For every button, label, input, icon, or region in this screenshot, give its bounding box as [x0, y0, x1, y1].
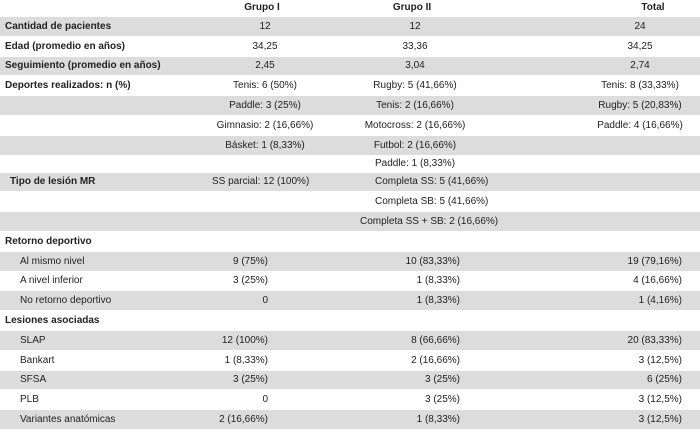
- table-row: SFSA 3 (25%) 3 (25%) 6 (25%): [0, 369, 700, 390]
- cell-value: 12: [409, 20, 421, 32]
- column-header: Total: [641, 2, 665, 13]
- cell-value: Básket: 1 (8,33%): [225, 139, 305, 151]
- cell-value: 3 (25%): [424, 374, 460, 386]
- row-label: Lesiones asociadas: [5, 315, 100, 327]
- cell-value: Paddle: 4 (16,66%): [597, 119, 683, 131]
- table-row: No retorno deportivo 0 1 (8,33%) 1 (4,16%): [0, 290, 700, 311]
- table-row: Básket: 1 (8,33%) Futbol: 2 (16,66%): [0, 134, 700, 155]
- cell-value: Futbol: 2 (16,66%): [373, 139, 457, 151]
- cell-value: 8 (66,66%): [411, 334, 460, 346]
- cell-value: Gimnasio: 2 (16,66%): [216, 119, 314, 131]
- table-row: PLB 0 3 (25%) 3 (12,5%): [0, 389, 700, 410]
- cell-value: Completa SB: 5 (41,66%): [375, 196, 489, 208]
- cell-value: 24: [634, 20, 646, 32]
- row-label: Retorno deportivo: [5, 235, 92, 247]
- table-row: Cantidad de pacientes 12 12 24: [0, 16, 700, 36]
- cell-value: 1 (8,33%): [224, 354, 268, 366]
- cell-value: 12 (100%): [221, 334, 268, 346]
- row-label: SFSA: [20, 374, 47, 386]
- row-label: No retorno deportivo: [20, 295, 112, 307]
- column-header: Grupo II: [392, 2, 432, 13]
- row-label: Edad (promedio en años): [5, 40, 126, 52]
- table-row: Paddle: 3 (25%) Tenis: 2 (16,66%) Rugby: 5…: [0, 95, 700, 115]
- cell-value: Rugby: 5 (20,83%): [598, 100, 682, 112]
- cell-value: 33,36: [402, 40, 428, 52]
- cell-value: 6 (25%): [646, 374, 682, 386]
- cell-value: 0: [262, 295, 268, 307]
- header-row: Grupo I Grupo II Total: [0, 0, 700, 16]
- cell-value: 3 (25%): [424, 394, 460, 406]
- cell-value: 3 (12,5%): [638, 414, 682, 426]
- table-row: Deportes realizados: n (%) Tenis: 6 (50%)…: [0, 75, 700, 96]
- row-label: Bankart: [20, 354, 55, 366]
- cell-value: 3 (25%): [232, 275, 268, 287]
- cell-value: 3 (25%): [232, 374, 268, 386]
- cell-value: 34,25: [252, 40, 278, 52]
- row-label: A nivel inferior: [20, 275, 83, 287]
- row-label: Deportes realizados: n (%): [5, 80, 131, 92]
- cell-value: 12: [259, 20, 271, 32]
- cell-value: Paddle: 3 (25%): [229, 100, 301, 112]
- cell-value: SS parcial: 12 (100%): [212, 176, 310, 188]
- table-row: SLAP 12 (100%) 8 (66,66%) 20 (83,33%): [0, 330, 700, 350]
- table-row: Paddle: 1 (8,33%): [0, 154, 700, 172]
- cell-value: 9 (75%): [232, 255, 268, 267]
- table-row: Retorno deportivo: [0, 231, 700, 251]
- cell-value: 3,04: [405, 60, 425, 72]
- column-header: Grupo I: [244, 2, 280, 13]
- table-row: Lesiones asociadas: [0, 310, 700, 330]
- table-row: Completa SB: 5 (41,66%): [0, 191, 700, 212]
- cell-value: 2,74: [630, 60, 650, 72]
- row-label: Cantidad de pacientes: [5, 20, 112, 32]
- row-label: Al mismo nivel: [20, 255, 85, 267]
- cell-value: 34,25: [627, 40, 653, 52]
- cell-value: 2,45: [255, 60, 275, 72]
- row-label: Seguimiento (promedio en años): [5, 60, 161, 72]
- row-label: Variantes anatómicas: [20, 414, 116, 426]
- cell-value: 4 (16,66%): [633, 275, 682, 287]
- cell-value: Completa SS: 5 (41,66%): [375, 176, 489, 188]
- row-label: SLAP: [20, 334, 46, 346]
- cell-value: 20 (83,33%): [627, 334, 682, 346]
- cell-value: 1 (8,33%): [416, 275, 460, 287]
- row-label: Tipo de lesión MR: [10, 176, 96, 188]
- table-row: A nivel inferior 3 (25%) 1 (8,33%) 4 (16,66…: [0, 270, 700, 291]
- cell-value: 2 (16,66%): [219, 414, 268, 426]
- cell-value: 2 (16,66%): [411, 354, 460, 366]
- table-row: Bankart 1 (8,33%) 2 (16,66%) 3 (12,5%): [0, 349, 700, 370]
- cell-value: Tenis: 6 (50%): [233, 80, 297, 92]
- cell-value: 19 (79,16%): [627, 255, 682, 267]
- row-label: PLB: [20, 394, 39, 406]
- table-row: Seguimiento (promedio en años) 2,45 3,04 2,…: [0, 55, 700, 76]
- table-row: Al mismo nivel 9 (75%) 10 (83,33%) 19 (79,1…: [0, 250, 700, 271]
- cell-value: 3 (12,5%): [638, 354, 682, 366]
- cell-value: Completa SS + SB: 2 (16,66%): [360, 216, 499, 228]
- table-row: Edad (promedio en años) 34,25 33,36 34,25: [0, 35, 700, 56]
- cell-value: 3 (12,5%): [638, 394, 682, 406]
- cell-value: 1 (8,33%): [416, 414, 460, 426]
- table-row: Variantes anatómicas 2 (16,66%) 1 (8,33%) 3…: [0, 409, 700, 429]
- table-row: Tipo de lesión MR SS parcial: 12 (100%) Co…: [0, 171, 700, 192]
- cell-value: 10 (83,33%): [405, 255, 460, 267]
- cell-value: Rugby: 5 (41,66%): [373, 80, 457, 92]
- table-row: Completa SS + SB: 2 (16,66%): [0, 211, 700, 231]
- cell-value: Motocross: 2 (16,66%): [364, 119, 466, 131]
- cell-value: Tenis: 8 (33,33%): [601, 80, 679, 92]
- table-row: Gimnasio: 2 (16,66%) Motocross: 2 (16,66%…: [0, 115, 700, 135]
- cell-value: Paddle: 1 (8,33%): [374, 158, 456, 170]
- cell-value: 1 (8,33%): [416, 295, 460, 307]
- cell-value: Tenis: 2 (16,66%): [376, 100, 454, 112]
- cell-value: 0: [262, 394, 268, 406]
- cell-value: 1 (4,16%): [638, 295, 682, 307]
